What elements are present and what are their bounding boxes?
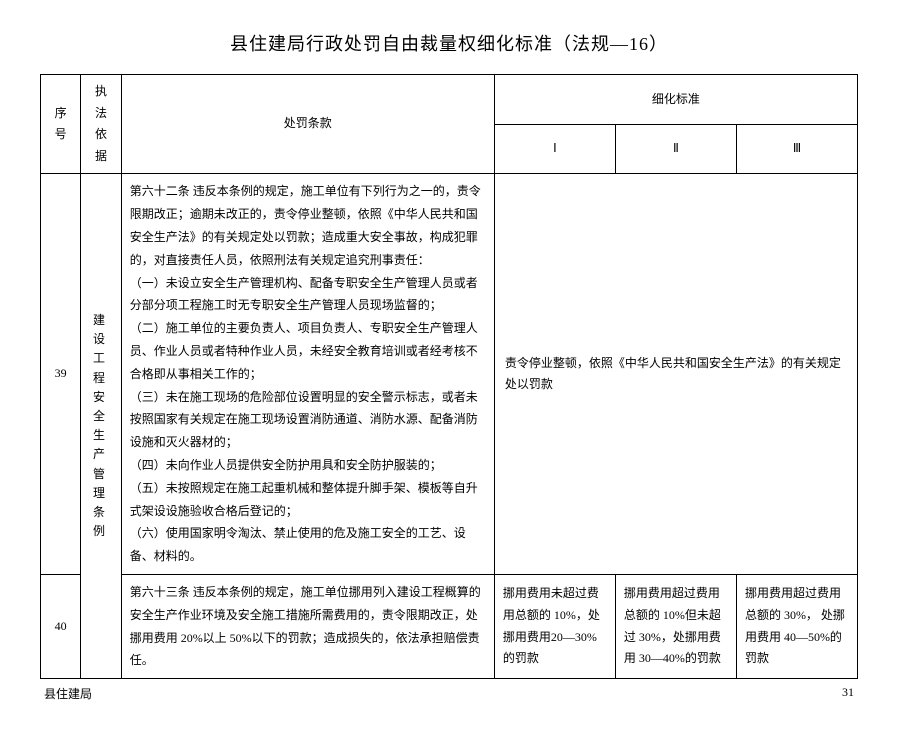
page-footer: 县住建局 31 [40, 685, 858, 702]
cell-std3: 挪用费用超过费用总额的 30%， 处挪用费用 40—50%的罚款 [736, 574, 857, 678]
header-std2: Ⅱ [615, 124, 736, 174]
cell-clause: 第六十三条 违反本条例的规定，施工单位挪用列入建设工程概算的安全生产作业环境及安… [121, 574, 494, 678]
regulation-table: 序号 执法依据 处罚条款 细化标准 Ⅰ Ⅱ Ⅲ 39 建 设 工 程 安 全 生… [40, 74, 858, 679]
footer-right: 31 [842, 685, 854, 702]
header-basis: 执法依据 [81, 75, 121, 174]
header-seq: 序号 [41, 75, 81, 174]
cell-seq: 40 [41, 574, 81, 678]
footer-left: 县住建局 [44, 685, 92, 702]
cell-basis: 建 设 工 程 安 全 生 产 管 理 条 例 [81, 174, 121, 679]
cell-std1: 挪用费用未超过费用总额的 10%，处挪用费用20—30%的罚款 [494, 574, 615, 678]
header-clause: 处罚条款 [121, 75, 494, 174]
cell-std-merged: 责令停业整顿，依照《中华人民共和国安全生产法》的有关规定处以罚款 [494, 174, 857, 575]
cell-std2: 挪用费用超过费用总额的 10%但未超过 30%，处挪用费用 30—40%的罚款 [615, 574, 736, 678]
cell-clause: 第六十二条 违反本条例的规定，施工单位有下列行为之一的，责令限期改正；逾期未改正… [121, 174, 494, 575]
table-row: 40 第六十三条 违反本条例的规定，施工单位挪用列入建设工程概算的安全生产作业环… [41, 574, 858, 678]
page-title: 县住建局行政处罚自由裁量权细化标准（法规—16） [40, 30, 858, 56]
header-std-group: 细化标准 [494, 75, 857, 125]
header-std3: Ⅲ [736, 124, 857, 174]
cell-seq: 39 [41, 174, 81, 575]
header-std1: Ⅰ [494, 124, 615, 174]
table-row: 39 建 设 工 程 安 全 生 产 管 理 条 例 第六十二条 违反本条例的规… [41, 174, 858, 575]
